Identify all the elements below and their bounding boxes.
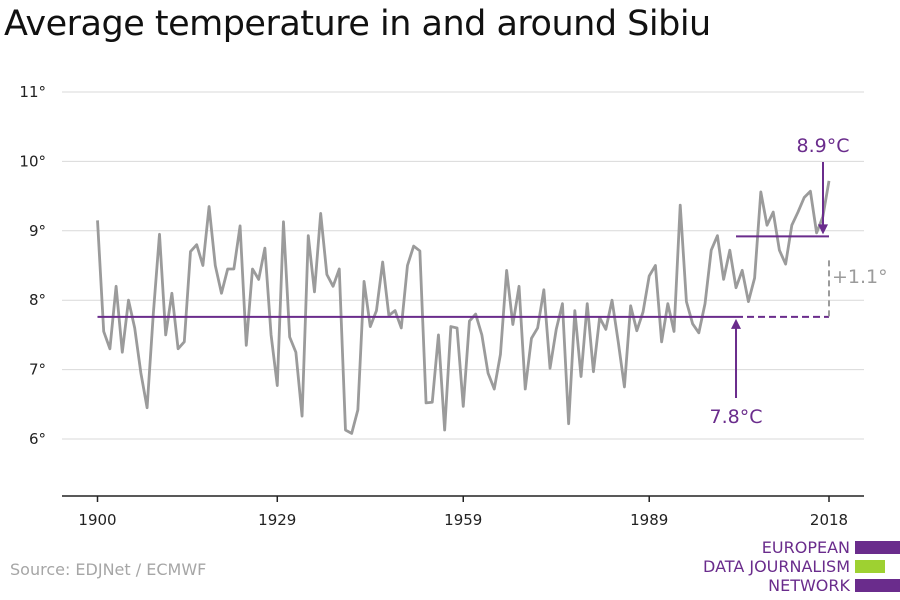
brand-bar-green (855, 560, 885, 573)
arrow-baseline-head (731, 318, 742, 329)
y-tick-label-6: 6° (29, 430, 46, 448)
y-tick-label-7: 7° (29, 361, 46, 379)
chart-title: Average temperature in and around Sibiu (4, 4, 711, 44)
x-tick-label-1929: 1929 (258, 511, 296, 529)
y-tick-label-11: 11° (19, 83, 46, 101)
brand-line-1: EUROPEAN (761, 538, 850, 557)
brand-line-2: DATA JOURNALISM (703, 557, 850, 576)
y-tick-label-8: 8° (29, 291, 46, 309)
y-tick-label-10: 10° (19, 152, 46, 170)
arrow-recent-head (818, 224, 828, 235)
x-tick-label-1989: 1989 (630, 511, 668, 529)
label-recent-mean: 8.9°C (797, 135, 850, 157)
brand-bar-purple-2 (855, 579, 900, 592)
source-note: Source: EDJNet / ECMWF (10, 560, 207, 579)
temperature-series-line (96, 180, 831, 435)
edjnet-logo: EUROPEAN DATA JOURNALISM NETWORK (700, 538, 900, 596)
difference-label: +1.1° (832, 266, 888, 288)
y-tick-label-9: 9° (29, 222, 46, 240)
x-tick-label-1959: 1959 (444, 511, 482, 529)
x-tick-label-1900: 1900 (78, 511, 116, 529)
brand-bar-purple-1 (855, 541, 900, 554)
label-baseline-mean: 7.8°C (710, 406, 763, 428)
x-tick-label-2018: 2018 (810, 511, 848, 529)
brand-line-3: NETWORK (768, 576, 850, 595)
